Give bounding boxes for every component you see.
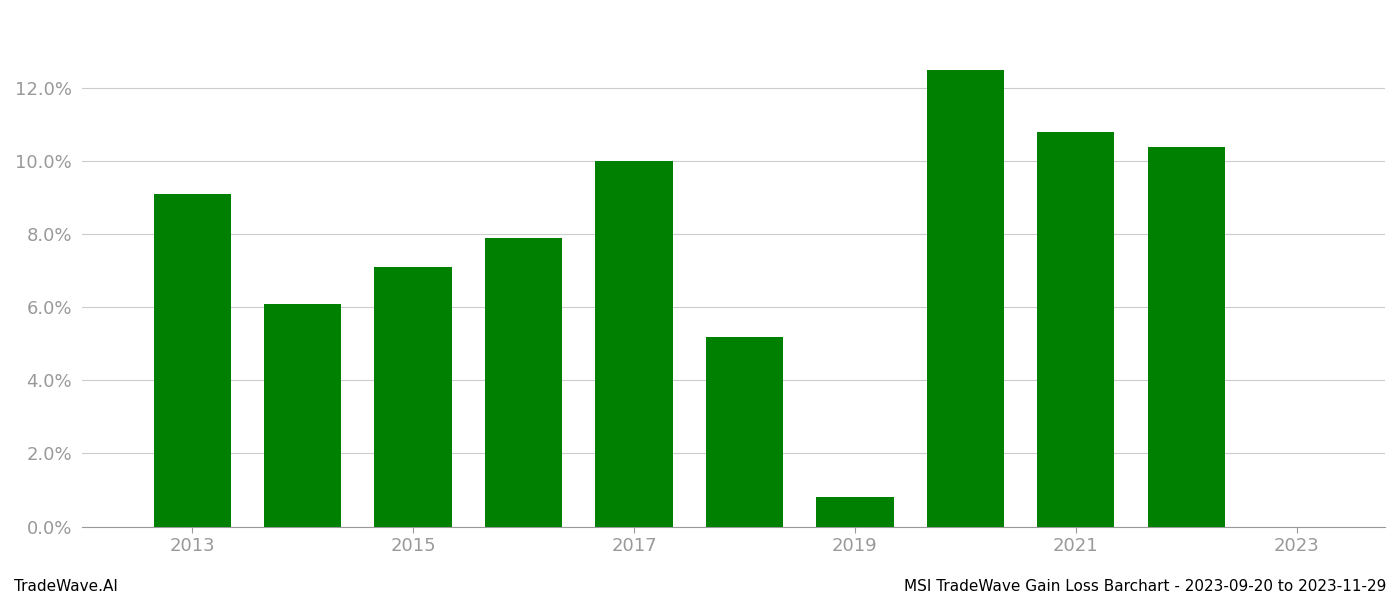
Text: TradeWave.AI: TradeWave.AI (14, 579, 118, 594)
Bar (595, 161, 672, 527)
Bar (154, 194, 231, 527)
Text: MSI TradeWave Gain Loss Barchart - 2023-09-20 to 2023-11-29: MSI TradeWave Gain Loss Barchart - 2023-… (903, 579, 1386, 594)
Bar (1148, 146, 1225, 527)
Bar (1037, 132, 1114, 527)
Bar (927, 70, 1004, 527)
Bar (706, 337, 783, 527)
Bar (265, 304, 342, 527)
Bar (816, 497, 893, 527)
Bar (484, 238, 563, 527)
Bar (374, 267, 452, 527)
